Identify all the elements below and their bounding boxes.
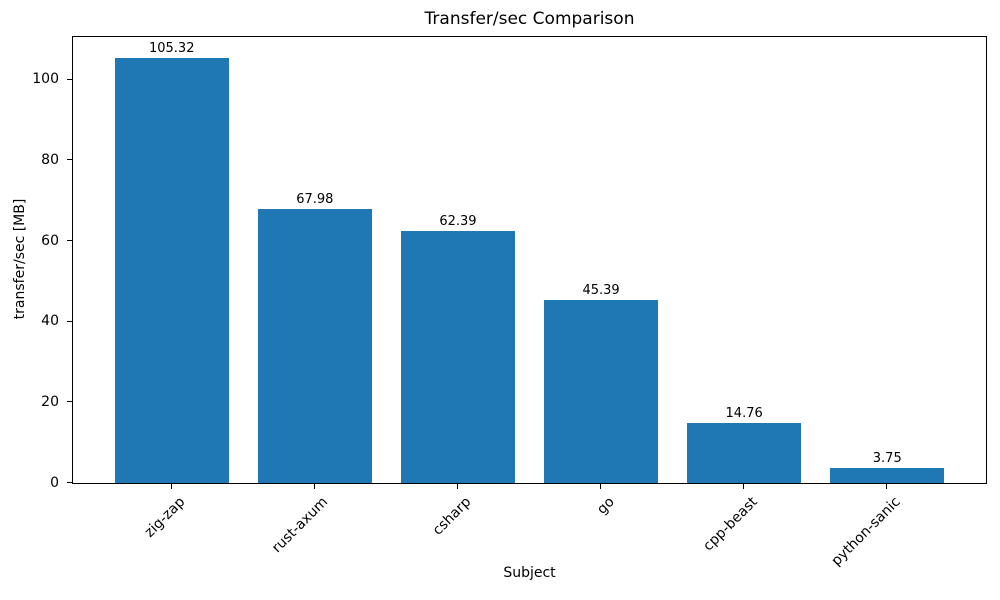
bar-value-label: 105.32 bbox=[148, 41, 195, 57]
x-tick-mark bbox=[313, 484, 315, 489]
y-tick-mark bbox=[67, 159, 72, 161]
y-tick-label: 40 bbox=[41, 313, 59, 330]
y-axis-label: transfer/sec [MB] bbox=[12, 198, 28, 320]
y-tick-mark bbox=[67, 78, 72, 80]
x-tick-label-text: zig-zap bbox=[141, 494, 189, 541]
bar-go bbox=[543, 299, 659, 483]
y-tick-label: 100 bbox=[32, 71, 59, 88]
y-tick-label: 60 bbox=[41, 232, 59, 249]
bar-value-label: 67.98 bbox=[296, 191, 334, 207]
bar-rust-axum bbox=[257, 208, 373, 483]
x-tick-label-text: cpp-beast bbox=[700, 494, 761, 555]
x-tick-mark bbox=[886, 484, 888, 489]
y-tick-mark bbox=[67, 401, 72, 403]
y-tick-mark bbox=[67, 320, 72, 322]
bar-value-label: 3.75 bbox=[872, 450, 902, 466]
x-tick-label-text: csharp bbox=[429, 494, 475, 539]
y-tick-label: 80 bbox=[41, 151, 59, 168]
y-tick-label: 20 bbox=[41, 393, 59, 410]
bar-value-label: 14.76 bbox=[725, 406, 763, 422]
x-tick-mark bbox=[456, 484, 458, 489]
bar-value-label: 45.39 bbox=[582, 282, 620, 298]
y-tick-mark bbox=[67, 482, 72, 483]
x-axis-label: Subject bbox=[503, 565, 556, 581]
bar-python-sanic bbox=[830, 467, 945, 483]
bar-zig-zap bbox=[114, 58, 229, 483]
y-tick-label: 0 bbox=[50, 474, 59, 491]
bar-csharp bbox=[400, 231, 516, 483]
y-tick-mark bbox=[67, 240, 72, 242]
chart-title: Transfer/sec Comparison bbox=[424, 9, 635, 29]
x-tick-mark bbox=[170, 484, 172, 489]
plot-area: 105.32 67.98 62.39 45.39 14.76 3.75 bbox=[72, 36, 987, 484]
x-tick-mark bbox=[743, 484, 745, 489]
bar-value-label: 62.39 bbox=[439, 214, 477, 230]
x-tick-label-text: python-sanic bbox=[828, 494, 904, 570]
x-tick-label-text: rust-axum bbox=[269, 494, 332, 557]
bar-cpp-beast bbox=[686, 423, 802, 483]
x-tick-label-text: go bbox=[593, 494, 618, 518]
x-tick-mark bbox=[600, 484, 602, 489]
